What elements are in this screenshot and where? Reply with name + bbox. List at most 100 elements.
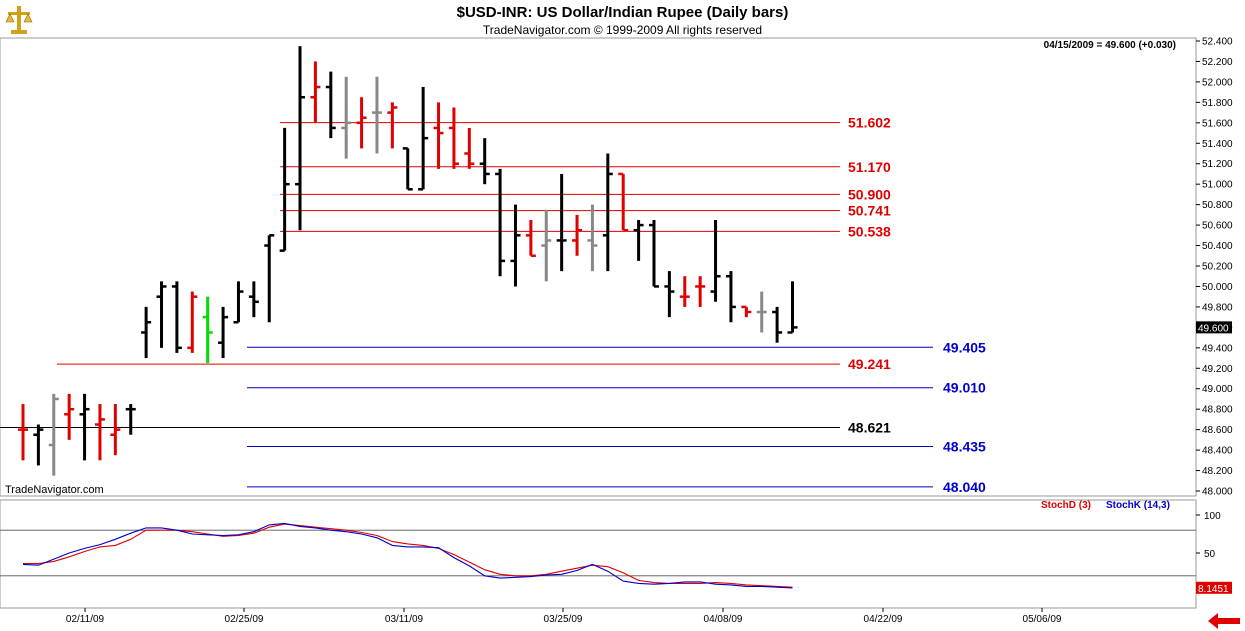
y-tick-label: 51.800: [1202, 98, 1233, 109]
ohlc-bar: [525, 219, 536, 258]
y-tick-label: 49.400: [1202, 343, 1233, 354]
level-label: 48.040: [943, 479, 986, 495]
x-tick-label: 02/25/09: [225, 614, 264, 625]
stoch-value-tag: 8.1451: [1198, 584, 1229, 595]
stoch-tick-label: 50: [1204, 549, 1216, 560]
y-tick-label: 49.200: [1202, 364, 1233, 375]
ohlc-bar: [187, 291, 198, 353]
ohlc-bar: [541, 209, 552, 282]
ohlc-bar: [295, 46, 306, 231]
ohlc-bar: [618, 172, 629, 232]
last-quote: 04/15/2009 = 49.600 (+0.030): [1044, 40, 1176, 51]
y-tick-label: 52.000: [1202, 77, 1233, 88]
ohlc-bar: [356, 97, 367, 149]
ohlc-bar: [464, 127, 475, 169]
ohlc-bar: [679, 276, 690, 307]
level-label: 49.010: [943, 380, 986, 396]
ohlc-bar: [448, 107, 459, 169]
y-tick-label: 51.000: [1202, 180, 1233, 191]
level-label: 48.621: [848, 419, 891, 435]
x-tick-label: 05/06/09: [1023, 614, 1062, 625]
price-panel-frame: [0, 37, 1197, 497]
x-tick-label: 04/08/09: [704, 614, 743, 625]
stoch-tag-box: [1196, 581, 1232, 594]
ohlc-bar: [218, 306, 229, 359]
ohlc-bar: [79, 393, 90, 461]
ohlc-bar: [572, 214, 583, 256]
ohlc-bar: [387, 102, 398, 149]
ohlc-bar: [741, 305, 752, 318]
ohlc-bar: [710, 219, 721, 302]
ohlc-bar: [756, 291, 767, 333]
stochk-line: [22, 522, 793, 589]
ohlc-bar: [479, 138, 490, 185]
y-tick-label: 50.400: [1202, 241, 1233, 252]
scales-logo-icon: [5, 6, 33, 34]
ohlc-bar: [310, 61, 321, 123]
level-label: 49.405: [943, 339, 986, 355]
ohlc-bar: [725, 271, 736, 323]
ohlc-bar: [371, 76, 382, 154]
ohlc-bar: [587, 204, 598, 272]
y-tick-label: 48.000: [1202, 487, 1233, 498]
ohlc-bar: [233, 281, 244, 324]
y-tick-label: 48.600: [1202, 425, 1233, 436]
level-label: 48.435: [943, 439, 986, 455]
ohlc-bar: [633, 219, 644, 261]
price-tag-box: [1196, 321, 1232, 334]
level-label: 51.170: [848, 159, 891, 175]
ohlc-bar: [279, 127, 290, 252]
ohlc-bar: [695, 276, 706, 307]
ohlc-bar: [156, 281, 167, 348]
y-tick-label: 50.600: [1202, 221, 1233, 232]
ohlc-bar: [602, 153, 613, 272]
y-tick-label: 50.000: [1202, 282, 1233, 293]
indicator-panel-frame: [0, 499, 1197, 609]
level-label: 51.602: [848, 115, 891, 131]
y-tick-label: 48.200: [1202, 466, 1233, 477]
ohlc-bar: [110, 404, 121, 456]
y-tick-label: 51.200: [1202, 159, 1233, 170]
ohlc-bar: [94, 404, 105, 461]
price-tag: 49.600: [1198, 323, 1229, 334]
scroll-left-arrow-icon[interactable]: [1208, 613, 1240, 629]
chart-subtitle: TradeNavigator.com © 1999-2009 All right…: [482, 23, 763, 37]
level-label: 49.241: [848, 356, 891, 372]
y-tick-label: 52.400: [1202, 37, 1233, 48]
stochd-line: [23, 523, 793, 588]
ohlc-bar: [264, 234, 275, 323]
stoch-legend-entry: StochD (3): [1041, 500, 1091, 511]
y-tick-label: 49.800: [1202, 302, 1233, 313]
ohlc-bar: [248, 281, 259, 318]
ohlc-bar: [556, 173, 567, 272]
chart-title: $USD-INR: US Dollar/Indian Rupee (Daily …: [456, 4, 789, 21]
ohlc-bar: [325, 71, 336, 139]
ohlc-bar: [510, 204, 521, 287]
x-tick-label: 04/22/09: [864, 614, 903, 625]
y-tick-label: 49.000: [1202, 384, 1233, 395]
ohlc-bar: [787, 281, 798, 334]
y-tick-label: 48.400: [1202, 446, 1233, 457]
ohlc-bar: [341, 76, 352, 159]
y-tick-label: 51.400: [1202, 139, 1233, 150]
ohlc-bar: [141, 306, 152, 359]
y-tick-label: 48.800: [1202, 405, 1233, 416]
y-tick-label: 50.800: [1202, 200, 1233, 211]
ohlc-bar: [171, 281, 182, 353]
ohlc-bar: [402, 147, 413, 191]
ohlc-bar: [418, 87, 429, 191]
watermark: TradeNavigator.com: [5, 484, 104, 496]
x-tick-label: 03/11/09: [385, 614, 424, 625]
stoch-legend-entry: StochK (14,3): [1106, 500, 1170, 511]
ohlc-bar: [495, 168, 506, 277]
y-tick-label: 50.200: [1202, 262, 1233, 273]
y-tick-label: 51.600: [1202, 118, 1233, 129]
ohlc-bar: [772, 306, 783, 343]
stoch-tick-label: 100: [1204, 511, 1221, 522]
ohlc-bar: [433, 102, 444, 169]
level-label: 50.538: [848, 223, 891, 239]
ohlc-bar: [202, 296, 213, 364]
y-tick-label: 52.200: [1202, 57, 1233, 68]
level-label: 50.900: [848, 186, 891, 202]
